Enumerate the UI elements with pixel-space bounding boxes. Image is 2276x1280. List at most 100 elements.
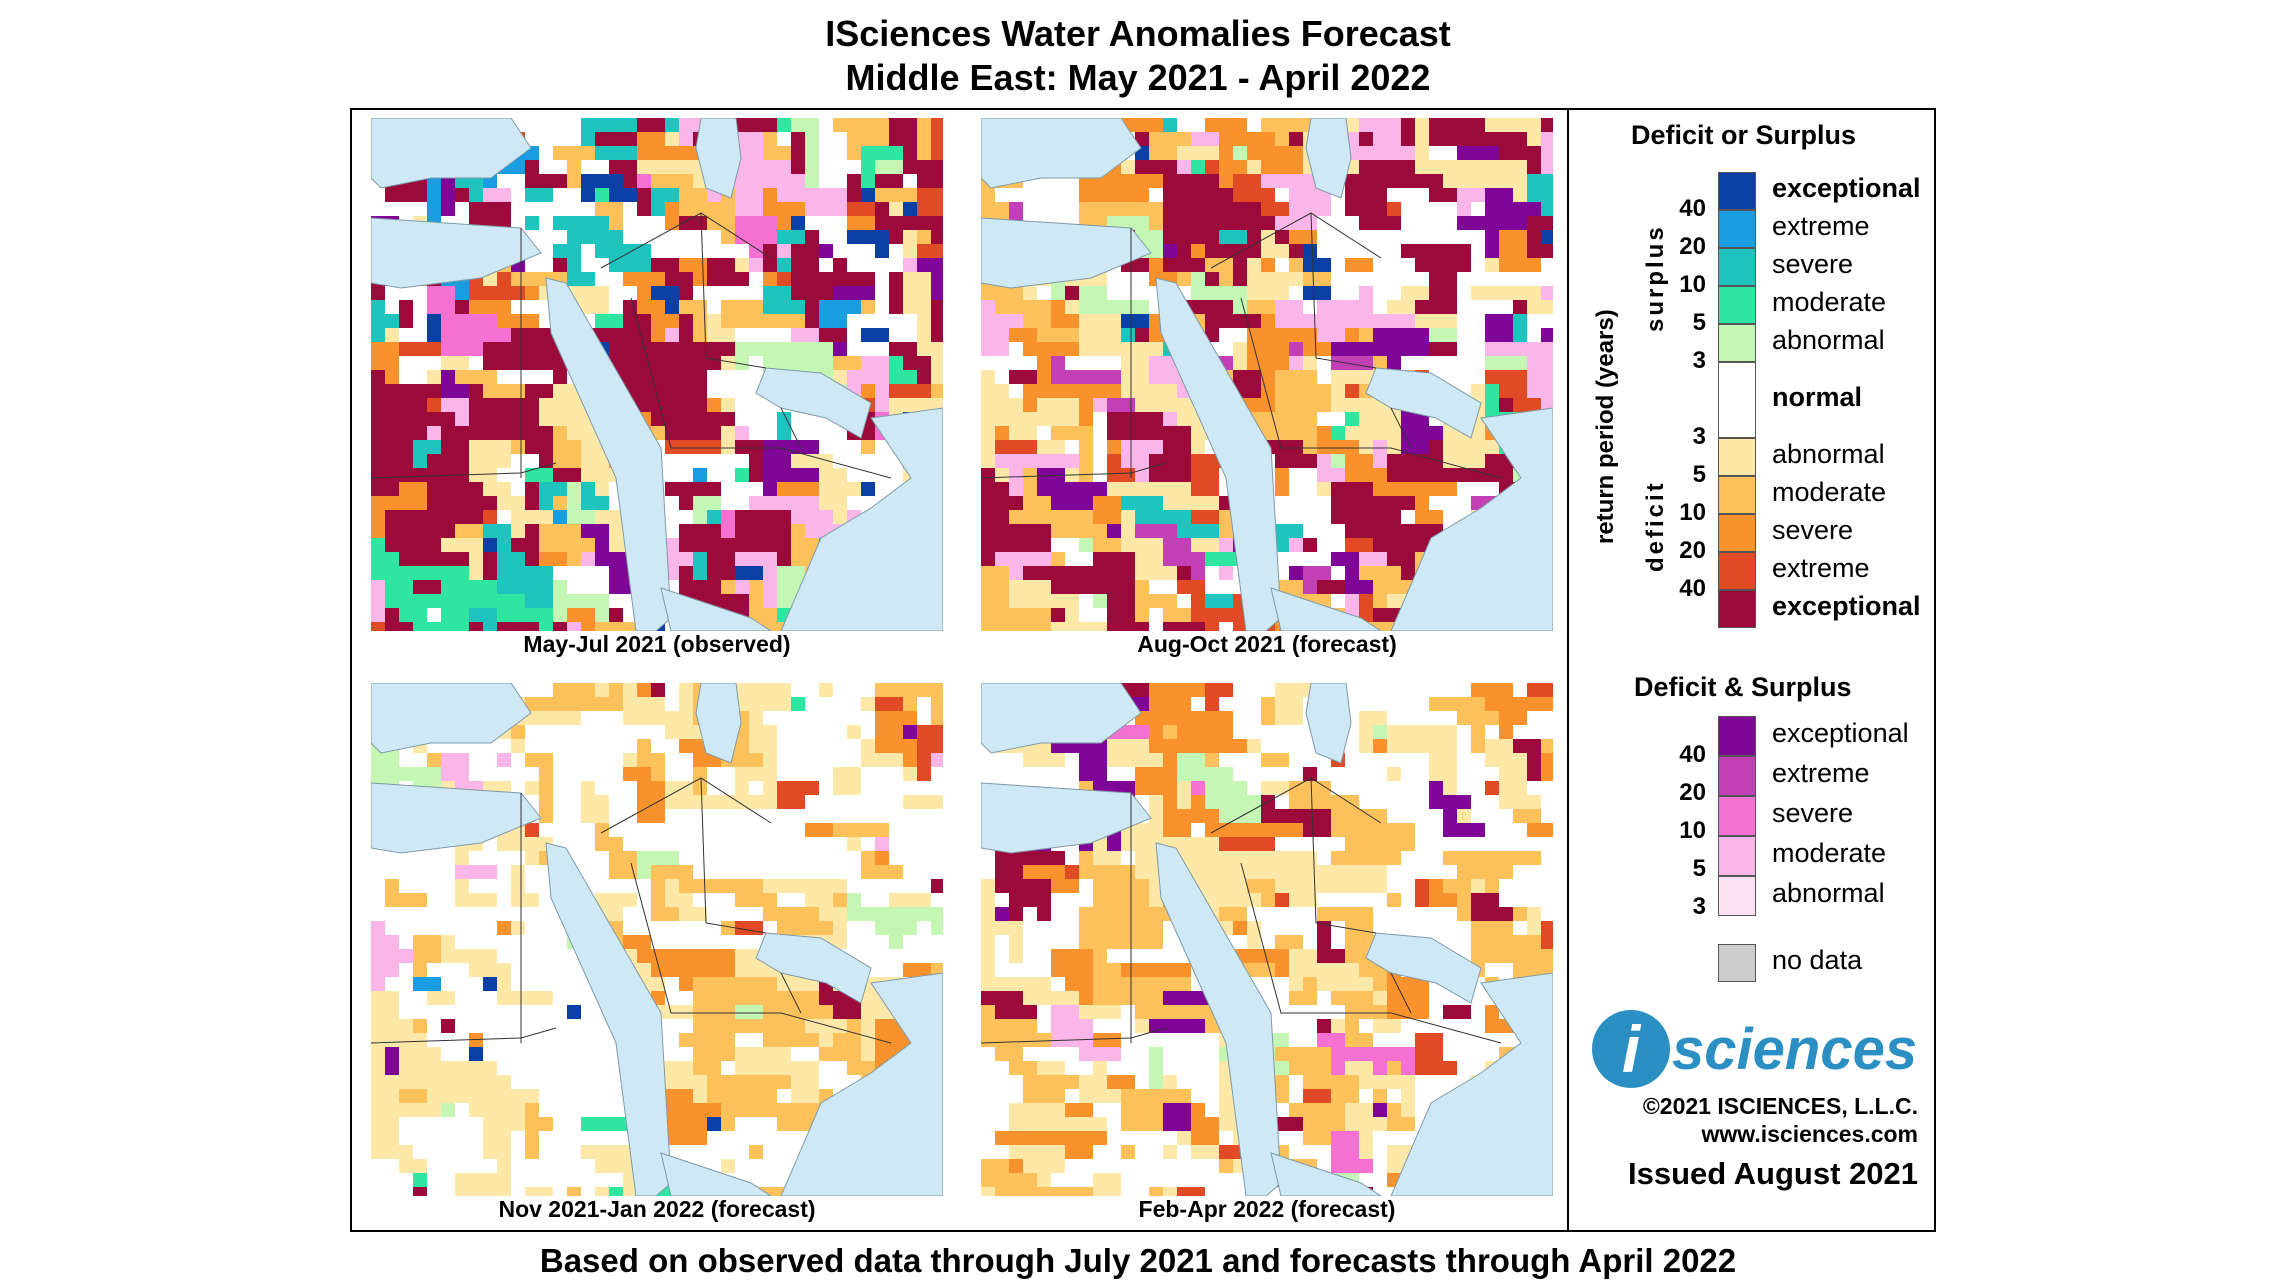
grid-cell-deficit-abnormal	[455, 1075, 469, 1089]
grid-cell-deficit-moderate	[1387, 580, 1401, 594]
grid-cell-deficit-exceptional	[903, 216, 917, 230]
grid-cell-deficit-moderate	[721, 314, 735, 328]
grid-cell-deficit-abnormal	[1275, 697, 1289, 711]
grid-cell-surplus-exceptional	[1303, 286, 1317, 300]
grid-cell-deficit-abnormal	[1233, 356, 1247, 370]
grid-cell-deficit-abnormal	[1023, 594, 1037, 608]
grid-cell-deficit-moderate	[995, 286, 1009, 300]
grid-cell-normal	[1009, 767, 1023, 781]
grid-cell-deficit-abnormal	[889, 893, 903, 907]
grid-cell-normal	[1485, 725, 1499, 739]
grid-cell-deficit-severe	[903, 711, 917, 725]
grid-cell-deficit-abnormal	[1513, 781, 1527, 795]
grid-cell-deficit-exceptional	[497, 412, 511, 426]
grid-cell-normal	[819, 118, 833, 132]
grid-cell-normal	[1177, 118, 1191, 132]
grid-cell-deficit-moderate	[1149, 202, 1163, 216]
grid-cell-deficit-exceptional	[1247, 370, 1261, 384]
grid-cell-deficit-exceptional	[805, 244, 819, 258]
grid-cell-normal	[525, 1173, 539, 1187]
grid-cell-both-exceptional	[931, 258, 943, 272]
grid-cell-normal	[931, 949, 943, 963]
grid-cell-deficit-abnormal	[1527, 132, 1541, 146]
grid-cell-deficit-severe	[511, 314, 525, 328]
grid-cell-deficit-exceptional	[981, 482, 995, 496]
grid-cell-deficit-exceptional	[903, 146, 917, 160]
grid-cell-deficit-severe	[1429, 482, 1443, 496]
grid-cell-deficit-exceptional	[875, 202, 889, 216]
grid-cell-deficit-severe	[637, 146, 651, 160]
grid-cell-deficit-abnormal	[721, 328, 735, 342]
grid-cell-deficit-exceptional	[1387, 454, 1401, 468]
grid-cell-normal	[903, 935, 917, 949]
grid-cell-surplus-extreme	[833, 300, 847, 314]
grid-cell-deficit-moderate	[1009, 300, 1023, 314]
grid-cell-deficit-abnormal	[819, 468, 833, 482]
grid-cell-normal	[819, 160, 833, 174]
grid-cell-deficit-moderate	[749, 1019, 763, 1033]
grid-cell-normal	[623, 230, 637, 244]
grid-cell-deficit-moderate	[1275, 398, 1289, 412]
grid-cell-deficit-abnormal	[1121, 510, 1135, 524]
grid-cell-deficit-extreme	[1513, 370, 1527, 384]
grid-cell-surplus-abnormal	[567, 496, 581, 510]
grid-cell-surplus-abnormal	[1121, 300, 1135, 314]
grid-cell-deficit-exceptional	[693, 216, 707, 230]
grid-cell-deficit-abnormal	[497, 1089, 511, 1103]
grid-cell-deficit-exceptional	[791, 244, 805, 258]
grid-cell-normal	[1359, 767, 1373, 781]
grid-cell-deficit-exceptional	[1499, 468, 1513, 482]
grid-cell-both-exceptional	[595, 552, 609, 566]
grid-cell-normal	[707, 384, 721, 398]
grid-cell-deficit-moderate	[707, 1075, 721, 1089]
grid-cell-normal	[539, 1089, 553, 1103]
grid-cell-both-moderate	[805, 328, 819, 342]
grid-cell-deficit-abnormal	[1429, 739, 1443, 753]
grid-cell-deficit-abnormal	[1093, 328, 1107, 342]
grid-cell-normal	[427, 1131, 441, 1145]
grid-cell-deficit-severe	[679, 949, 693, 963]
grid-cell-both-exceptional	[1499, 188, 1513, 202]
grid-cell-surplus-exceptional	[1303, 244, 1317, 258]
grid-cell-deficit-extreme	[1121, 468, 1135, 482]
grid-cell-both-moderate	[931, 753, 943, 767]
grid-cell-deficit-moderate	[1149, 132, 1163, 146]
grid-cell-deficit-exceptional	[861, 426, 875, 440]
grid-cell-normal	[847, 314, 861, 328]
grid-cell-deficit-exceptional	[1331, 580, 1345, 594]
grid-cell-deficit-abnormal	[1359, 426, 1373, 440]
grid-cell-deficit-abnormal	[497, 1159, 511, 1173]
grid-cell-deficit-exceptional	[1401, 174, 1415, 188]
grid-cell-normal	[525, 132, 539, 146]
grid-cell-deficit-exceptional	[749, 510, 763, 524]
grid-cell-normal	[721, 907, 735, 921]
grid-cell-normal	[581, 1089, 595, 1103]
grid-cell-normal	[1457, 753, 1471, 767]
grid-cell-deficit-abnormal	[917, 314, 931, 328]
grid-cell-normal	[833, 440, 847, 454]
grid-cell-normal	[455, 202, 469, 216]
grid-cell-deficit-exceptional	[777, 552, 791, 566]
grid-cell-both-severe	[749, 216, 763, 230]
grid-cell-normal	[469, 935, 483, 949]
grid-cell-deficit-moderate	[763, 1103, 777, 1117]
grid-cell-normal	[833, 146, 847, 160]
grid-cell-both-moderate	[1345, 300, 1359, 314]
grid-cell-normal	[1415, 356, 1429, 370]
grid-cell-deficit-exceptional	[847, 272, 861, 286]
grid-cell-normal	[553, 132, 567, 146]
grid-cell-normal	[1247, 683, 1261, 697]
grid-cell-deficit-abnormal	[777, 1061, 791, 1075]
grid-cell-deficit-moderate	[1373, 594, 1387, 608]
grid-cell-surplus-severe	[567, 244, 581, 258]
grid-cell-deficit-severe	[651, 146, 665, 160]
grid-cell-normal	[1345, 286, 1359, 300]
grid-cell-deficit-abnormal	[385, 1145, 399, 1159]
grid-cell-deficit-exceptional	[749, 468, 763, 482]
grid-cell-deficit-moderate	[819, 1005, 833, 1019]
grid-cell-both-extreme	[1163, 538, 1177, 552]
grid-cell-deficit-abnormal	[413, 1075, 427, 1089]
grid-cell-surplus-extreme	[427, 977, 441, 991]
grid-cell-normal	[1317, 524, 1331, 538]
grid-cell-deficit-exceptional	[1401, 454, 1415, 468]
